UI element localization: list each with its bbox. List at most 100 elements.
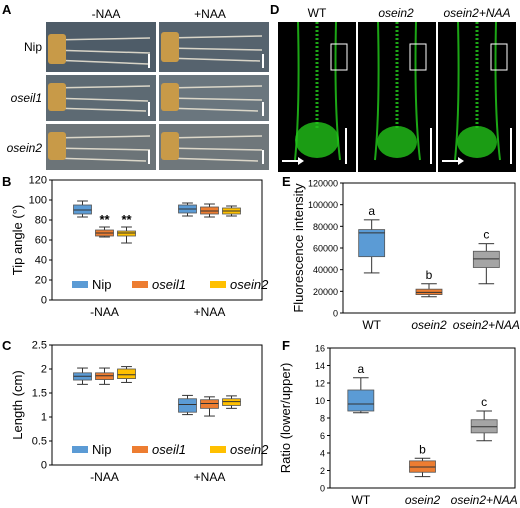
panel-d-col-osein2-naa: osein2+NAA [443,6,510,20]
y-tick-label: 0 [333,309,338,319]
panel-a-col-minus: -NAA [92,7,121,21]
panel-b-letter: B [2,174,11,189]
y-tick-label: 80 [35,215,47,227]
panel-a-row-osein2: osein2 [7,141,43,155]
box-oseil1-1 [200,203,219,218]
panel-a-photos [46,22,269,170]
y-tick-label: 4 [320,449,325,459]
legend-label: oseil1 [152,277,186,292]
chart-length: 0 0.5 1 1.5 2 2.5 Length (cm) -NAA +NAA Nip oseil1… [10,340,269,485]
x-category-label: +NAA [194,470,226,484]
significance-letter: a [357,362,364,376]
y-tick-label: 0 [320,484,325,494]
box-oseil1-1 [200,396,219,417]
box-body [415,288,443,295]
y-tick-label: 0 [41,460,47,472]
panel-d-col-wt: WT [308,6,327,20]
panel-a-col-plus: +NAA [194,7,226,21]
significance-mark: ** [99,212,110,227]
legend-label: Nip [92,442,112,457]
legend-swatch [210,281,226,288]
y-tick-label: 100 [29,195,47,207]
legend-swatch [132,281,148,288]
y-tick-label: 6 [320,431,325,441]
y-tick-label: 12 [315,379,325,389]
y-tick-label: 0.5 [32,436,47,448]
x-category-label: osein2+NAA [451,493,518,507]
y-tick-label: 60 [35,235,47,247]
legend-swatch [72,446,88,453]
box-osein2+NAA [470,410,498,442]
chart-fluorescence: 0 20000 40000 60000 80000 100000 120000Fluores… [291,179,520,333]
significance-letter: b [426,268,433,282]
box-osein2+NAA [472,243,500,285]
y-tick-label: 20000 [313,287,338,297]
panel-c-letter: C [2,338,12,353]
legend-label: Nip [92,277,112,292]
y-tick-label: 2.5 [32,340,47,352]
significance-letter: a [368,204,375,218]
box-osein2-1 [222,395,241,409]
y-tick-label: 2 [41,364,47,376]
y-axis-label: Tip angle (°) [10,205,25,275]
y-axis-label: Fluorescence intensity [291,183,306,313]
y-tick-label: 0 [41,295,47,307]
box-Nip-0 [73,367,92,385]
legend-swatch [72,281,88,288]
significance-letter: c [483,228,489,242]
box-body [117,368,136,380]
box-osein2-0 [117,226,136,244]
box-body [472,250,500,268]
y-tick-label: 1 [41,412,47,424]
x-category-label: +NAA [194,305,226,319]
box-osein2-1 [222,205,241,217]
box-WT [347,377,375,414]
box-Nip-1 [178,202,197,217]
panel-a-letter: A [2,2,12,17]
y-tick-label: 60000 [313,244,338,254]
box-osein2 [409,457,436,478]
y-tick-label: 40000 [313,265,338,275]
panel-d-col-osein2: osein2 [378,6,414,20]
plot-frame [51,344,263,466]
significance-letter: c [481,395,487,409]
significance-letter: b [419,442,426,456]
x-category-label: osein2+NAA [453,318,520,332]
chart-tip-angle: 0 20 40 60 80 100 120 Tip angle (°) -NAA ** ** +NAA… [10,175,269,320]
panel-f-letter: F [282,338,290,353]
y-tick-label: 8 [320,414,325,424]
y-tick-label: 16 [315,344,325,354]
panel-d-letter: D [270,2,279,17]
x-category-label: osein2 [405,493,441,507]
y-tick-label: 100000 [308,200,338,210]
significance-mark: ** [121,212,132,227]
chart-ratio: 0 2 4 6 8 10 12 14 16 Ratio (lower/upper) a WT b osei… [278,344,518,508]
x-category-label: WT [352,493,371,507]
legend-label: oseil1 [152,442,186,457]
y-tick-label: 1.5 [32,388,47,400]
box-oseil1-0 [95,367,114,385]
y-axis-label: Length (cm) [10,370,25,439]
box-WT [358,219,386,274]
box-oseil1-0 [95,226,114,238]
box-body [178,398,197,413]
x-category-label: WT [362,318,381,332]
box-Nip-0 [73,200,92,218]
y-tick-label: 14 [315,361,325,371]
legend-label: osein2 [230,277,269,292]
panel-d-images [278,21,516,172]
box-Nip-1 [178,394,197,416]
x-category-label: -NAA [90,305,119,319]
y-tick-label: 120 [29,175,47,187]
y-axis-label: Ratio (lower/upper) [278,363,293,474]
y-tick-label: 40 [35,255,47,267]
y-tick-label: 120000 [308,179,338,189]
y-tick-label: 10 [315,396,325,406]
box-body [358,229,386,258]
legend-swatch [210,446,226,453]
x-category-label: osein2 [411,318,447,332]
x-category-label: -NAA [90,470,119,484]
box-body [347,389,375,412]
y-tick-label: 20 [35,275,47,287]
box-osein2-0 [117,366,136,383]
